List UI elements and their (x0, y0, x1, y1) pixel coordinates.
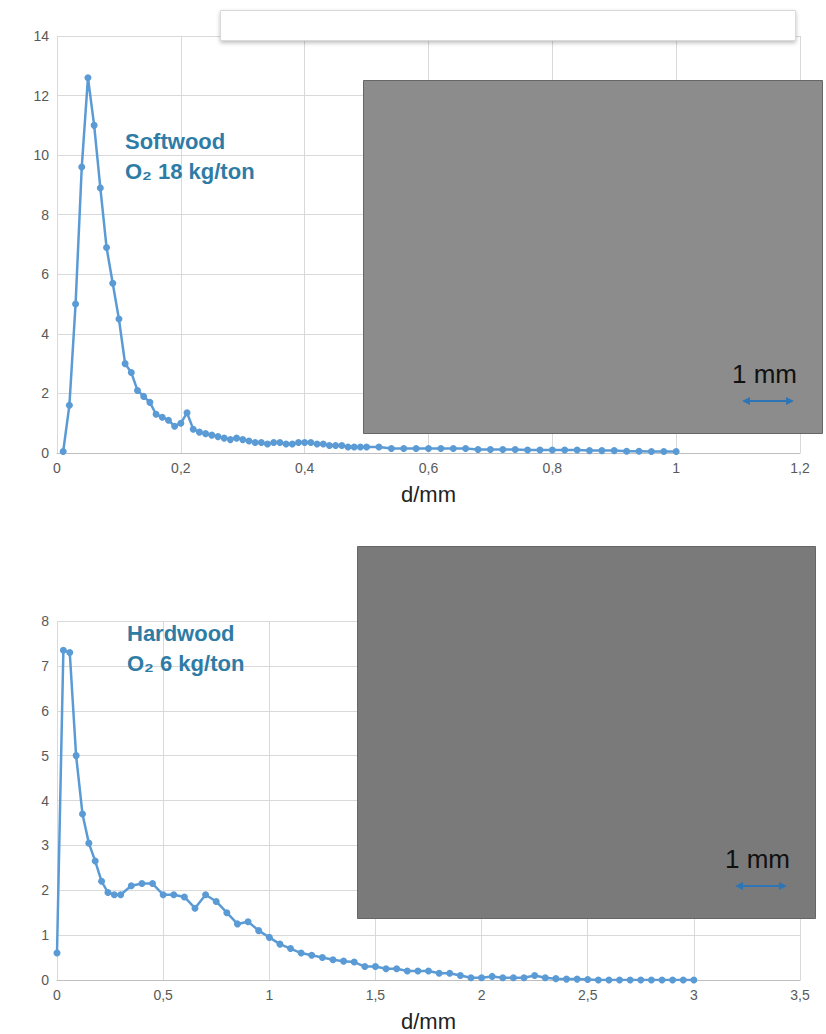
svg-text:0: 0 (41, 445, 49, 461)
svg-text:4: 4 (41, 793, 49, 809)
svg-text:8: 8 (41, 613, 49, 629)
svg-text:6: 6 (41, 266, 49, 282)
svg-text:2: 2 (478, 987, 486, 1003)
svg-text:1 mm: 1 mm (732, 359, 797, 389)
svg-text:1: 1 (265, 987, 273, 1003)
svg-text:2: 2 (41, 385, 49, 401)
svg-text:14: 14 (33, 28, 49, 44)
svg-text:1,2: 1,2 (790, 460, 810, 476)
svg-text:Softwood: Softwood (125, 129, 225, 154)
svg-text:d/mm: d/mm (401, 482, 456, 507)
svg-text:7: 7 (41, 658, 49, 674)
svg-text:0,2: 0,2 (171, 460, 191, 476)
svg-text:0,4: 0,4 (295, 460, 315, 476)
svg-text:2,5: 2,5 (578, 987, 598, 1003)
svg-text:4: 4 (41, 326, 49, 342)
svg-text:0,5: 0,5 (153, 987, 173, 1003)
svg-text:1: 1 (41, 927, 49, 943)
svg-text:2: 2 (41, 882, 49, 898)
svg-text:0: 0 (41, 972, 49, 988)
svg-text:10: 10 (33, 147, 49, 163)
svg-text:O₂ 18 kg/ton: O₂ 18 kg/ton (125, 159, 255, 184)
svg-text:1 mm: 1 mm (725, 844, 790, 874)
svg-text:12: 12 (33, 88, 49, 104)
svg-text:0,8: 0,8 (543, 460, 563, 476)
svg-text:0: 0 (53, 460, 61, 476)
svg-text:1: 1 (672, 460, 680, 476)
svg-text:3,5: 3,5 (790, 987, 810, 1003)
svg-text:Hardwood: Hardwood (127, 621, 235, 646)
svg-text:0,6: 0,6 (419, 460, 439, 476)
svg-text:8: 8 (41, 207, 49, 223)
svg-text:1,5: 1,5 (366, 987, 386, 1003)
svg-text:5: 5 (41, 748, 49, 764)
svg-text:3: 3 (41, 837, 49, 853)
svg-text:d/mm: d/mm (401, 1009, 456, 1034)
svg-text:3: 3 (690, 987, 698, 1003)
svg-text:O₂ 6 kg/ton: O₂ 6 kg/ton (127, 651, 244, 676)
svg-text:6: 6 (41, 703, 49, 719)
svg-text:0: 0 (53, 987, 61, 1003)
